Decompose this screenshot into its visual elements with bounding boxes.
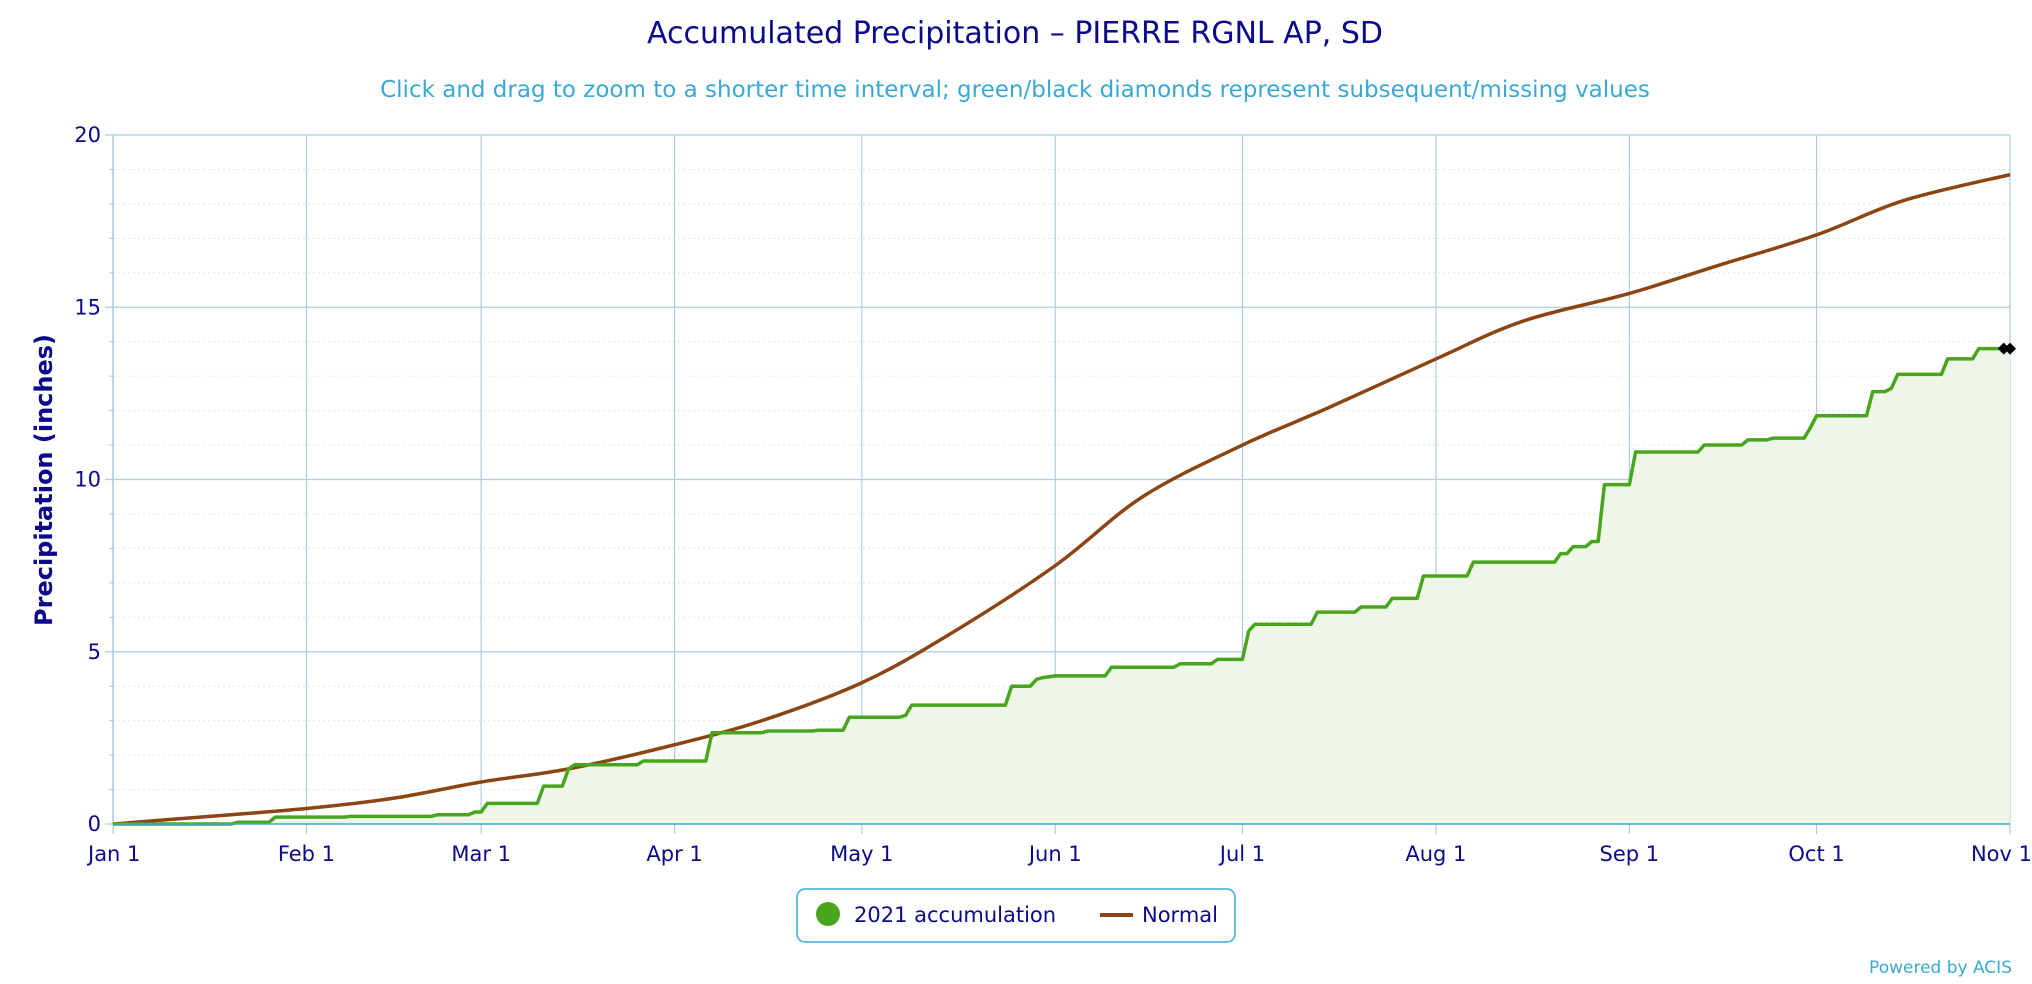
y-tick-label: 0	[88, 812, 101, 836]
accumulation-area	[113, 348, 2010, 824]
x-tick-label: Oct 1	[1788, 842, 1844, 866]
x-tick-label: Mar 1	[451, 842, 511, 866]
x-tick-label: Nov 1	[1971, 842, 2032, 866]
normal-line	[112, 172, 2011, 826]
accumulation-line	[113, 346, 2010, 826]
credits-link[interactable]: Powered by ACIS	[1869, 958, 2012, 978]
legend-item-normal[interactable]: Normal	[1100, 903, 1218, 927]
y-tick-label: 5	[88, 640, 101, 664]
x-tick-label: Jan 1	[86, 842, 140, 866]
legend-accumulation-icon	[816, 902, 840, 926]
legend-item-accumulation[interactable]: 2021 accumulation	[816, 902, 1056, 927]
legend-normal-label: Normal	[1142, 903, 1218, 927]
chart-subtitle: Click and drag to zoom to a shorter time…	[380, 77, 1650, 103]
y-axis-label: Precipitation (inches)	[30, 334, 58, 626]
y-tick-label: 20	[74, 123, 101, 147]
legend: 2021 accumulation Normal	[796, 888, 1236, 943]
x-tick-label: Sep 1	[1600, 842, 1660, 866]
legend-box	[796, 888, 1236, 943]
plot-area[interactable]: 0 5 10 15 20 Jan 1 Feb 1 Mar 1 Apr 1 May 1 Jun 1 Ju…	[74, 123, 2032, 866]
x-tick-label: Feb 1	[278, 842, 335, 866]
x-tick-label: May 1	[830, 842, 893, 866]
x-tick-label: Jul 1	[1218, 842, 1265, 866]
x-tick-label: Jun 1	[1027, 842, 1082, 866]
y-tick-label: 15	[74, 295, 101, 319]
missing-value-marker	[1997, 342, 2010, 355]
x-tick-label: Aug 1	[1405, 842, 1466, 866]
legend-accumulation-label: 2021 accumulation	[854, 903, 1056, 927]
x-tick-label: Apr 1	[646, 842, 702, 866]
y-tick-label: 10	[74, 468, 101, 492]
missing-value-marker	[2004, 342, 2016, 355]
chart-title: Accumulated Precipitation – PIERRE RGNL …	[647, 16, 1383, 51]
